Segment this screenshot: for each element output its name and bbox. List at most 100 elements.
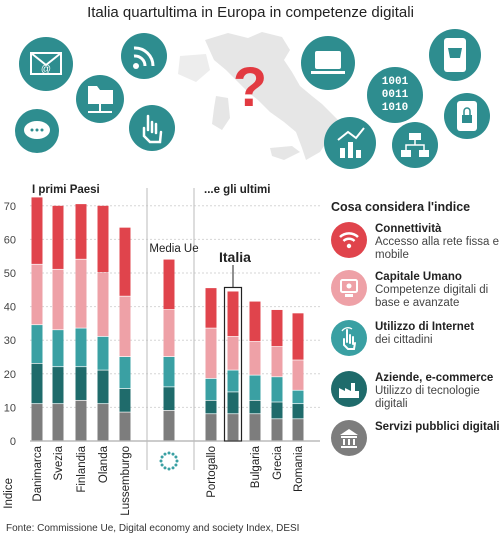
legend-item: Servizi pubblici digitali <box>331 420 501 460</box>
y-tick-label: 60 <box>4 234 16 246</box>
eu-star <box>163 466 167 470</box>
bar-segment <box>75 367 87 400</box>
bar-segment <box>52 367 64 404</box>
svg-text:0011: 0011 <box>382 89 409 101</box>
bar-segment <box>31 404 43 441</box>
y-tick-label: 30 <box>4 335 16 347</box>
legend-item-name: Aziende, e-commerce <box>375 372 494 384</box>
bar-segment <box>249 301 261 342</box>
legend-item-name: Utilizzo di Internet <box>375 321 475 333</box>
category-label: Portogallo <box>206 446 218 498</box>
bar-segment <box>205 400 217 414</box>
bar-segment <box>97 370 109 404</box>
bar-segment <box>292 390 304 404</box>
laptop-icon <box>301 36 355 90</box>
legend-text: Servizi pubblici digitali <box>375 421 500 434</box>
y-tick-label: 40 <box>4 302 16 314</box>
bar-segment <box>271 419 283 441</box>
bar-segment <box>119 227 131 296</box>
bar-segment <box>163 357 175 387</box>
source-note: Fonte: Commissione Ue, Digital economy a… <box>6 523 300 534</box>
wifi-icon <box>331 222 367 258</box>
bar-segment <box>227 392 239 414</box>
group-label: ...e gli ultimi <box>204 184 270 196</box>
bar-segment <box>52 330 64 367</box>
bar-segment <box>97 205 109 273</box>
svg-text:?: ? <box>233 55 267 118</box>
category-label: Bulgaria <box>250 445 262 488</box>
bar-segment <box>119 357 131 389</box>
group-label: I primi Paesi <box>32 184 100 196</box>
bar-segment <box>227 291 239 337</box>
mobile-lock-icon <box>444 93 490 139</box>
eu-star <box>167 467 171 471</box>
bar-segment <box>163 259 175 310</box>
bar-segment <box>75 400 87 441</box>
rss-icon <box>121 33 167 79</box>
eu-star <box>171 466 175 470</box>
category-label: Finlandia <box>76 445 88 492</box>
bar-segment <box>119 296 131 357</box>
y-tick-label: 20 <box>4 369 16 381</box>
bar-segment <box>271 309 283 347</box>
legend-item-desc: dei cittadini <box>375 334 433 346</box>
hand-pointer-icon <box>129 105 175 151</box>
y-tick-label: 0 <box>10 436 16 448</box>
bar-segment <box>205 328 217 379</box>
illustration-band: ? @ 1001 0011 <box>15 29 490 169</box>
legend-item: Utilizzo di Internet dei cittadini <box>331 320 501 360</box>
bar-segment <box>292 313 304 360</box>
legend-title: Cosa considera l'indice <box>331 200 471 214</box>
legend-item: Capitale Umano Competenze digitali di bas… <box>331 270 501 310</box>
bar-segment <box>227 370 239 392</box>
bar-segment <box>31 325 43 364</box>
bar-segment <box>292 419 304 441</box>
bar-segment <box>163 309 175 357</box>
bar-segment <box>271 402 283 419</box>
italy-map-icon <box>178 32 344 160</box>
analytics-icon <box>324 117 376 169</box>
bar-segment <box>119 388 131 412</box>
bar-segment <box>31 264 43 325</box>
bar-segment <box>249 375 261 400</box>
bar-segment <box>205 414 217 441</box>
eu-star <box>167 451 171 455</box>
category-label: Lussemburgo <box>120 446 132 516</box>
y-tick-label: 50 <box>4 268 16 280</box>
eu-star <box>159 459 163 463</box>
highlight-label: Italia <box>219 249 251 265</box>
y-tick-label: 70 <box>4 201 16 213</box>
computer-user-icon <box>331 270 367 306</box>
bar-segment <box>249 400 261 414</box>
bar-segment <box>75 259 87 328</box>
bar-segment <box>205 288 217 328</box>
bar-segment <box>249 414 261 441</box>
legend-item-desc: Accesso alla rete fissa e mobile <box>375 236 500 261</box>
legend-text: Capitale Umano Competenze digitali di bas… <box>375 271 501 310</box>
category-label: Romania <box>293 445 305 492</box>
category-label: Grecia <box>272 445 284 479</box>
legend-item-name: Connettività <box>375 223 442 235</box>
bar-segment <box>52 205 64 269</box>
bar-segment <box>227 414 239 441</box>
question-mark-icon: ? <box>233 55 267 118</box>
eu-star <box>174 463 178 467</box>
factory-icon <box>331 371 367 407</box>
bar-segment <box>292 404 304 419</box>
touch-hand-icon <box>331 320 367 356</box>
bar-segment <box>292 360 304 390</box>
bar-segment <box>97 273 109 337</box>
chat-bubble-icon <box>15 109 59 153</box>
legend-item-desc: Competenze digitali di base e avanzate <box>375 284 489 309</box>
y-axis-label: Indice <box>3 478 15 509</box>
eu-star <box>160 455 164 459</box>
category-label: Olanda <box>98 445 110 483</box>
eu-star <box>163 452 167 456</box>
legend-item-desc: Utilizzo di tecnologie digitali <box>375 385 480 410</box>
svg-text:1010: 1010 <box>382 102 408 114</box>
bar-segment <box>271 377 283 402</box>
legend-item: Aziende, e-commerce Utilizzo di tecnologi… <box>331 371 501 411</box>
chart-title: Italia quartultima in Europa in competen… <box>87 4 414 21</box>
binary-code-icon: 1001 0011 1010 <box>367 67 423 123</box>
